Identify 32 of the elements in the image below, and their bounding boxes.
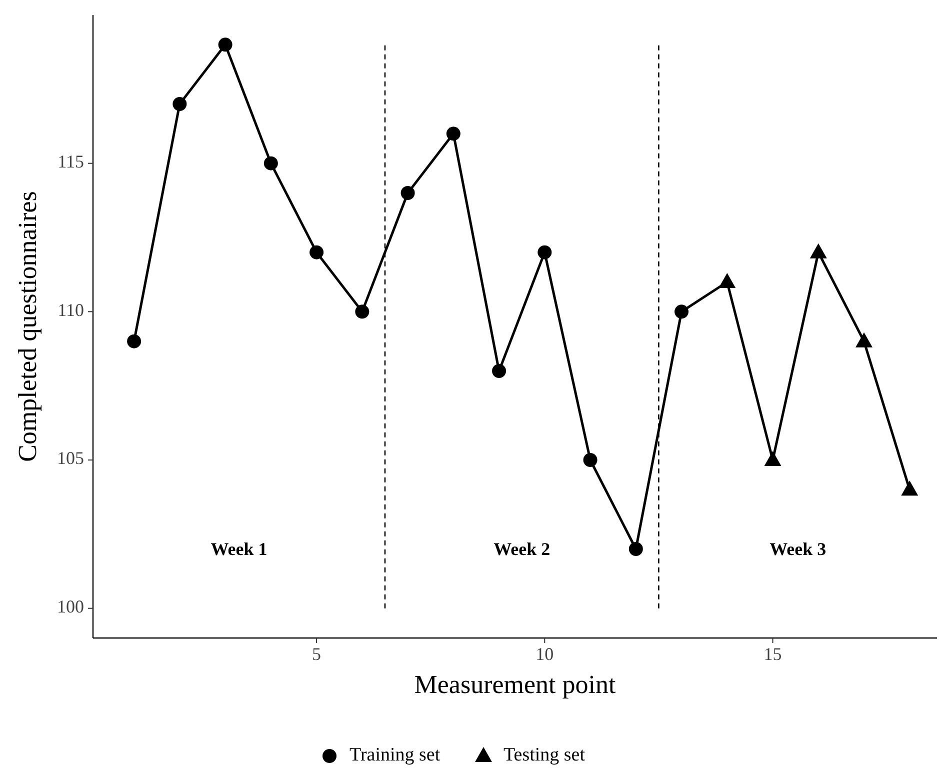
point [264,156,278,170]
y-tick-label: 100 [57,596,84,616]
point [901,480,918,496]
y-tick-label: 115 [58,151,84,172]
point [172,97,187,111]
point [400,186,415,200]
x-tick-label: 10 [536,644,554,664]
y-tick-label: 110 [58,300,84,320]
point [810,243,827,258]
annotation: Week 2 [494,539,550,560]
legend-label: Training set [350,744,441,766]
y-tick-label: 105 [57,448,84,468]
y-axis-title: Completed questionnaires [13,191,42,462]
x-axis-title: Measurement point [414,670,616,699]
point [764,451,782,466]
point [218,38,232,52]
point [446,126,460,141]
point [856,332,873,348]
point [492,364,506,378]
legend-label: Testing set [504,744,586,766]
x-tick-label: 5 [312,644,322,664]
x-tick-label: 15 [764,644,782,664]
point [310,245,324,260]
point [718,273,736,288]
point [127,334,142,348]
point [538,245,552,260]
point [355,304,370,319]
point [628,542,643,556]
annotation: Week 1 [210,539,268,560]
annotation: Week 3 [770,539,826,560]
point [583,453,598,467]
point [674,304,689,319]
